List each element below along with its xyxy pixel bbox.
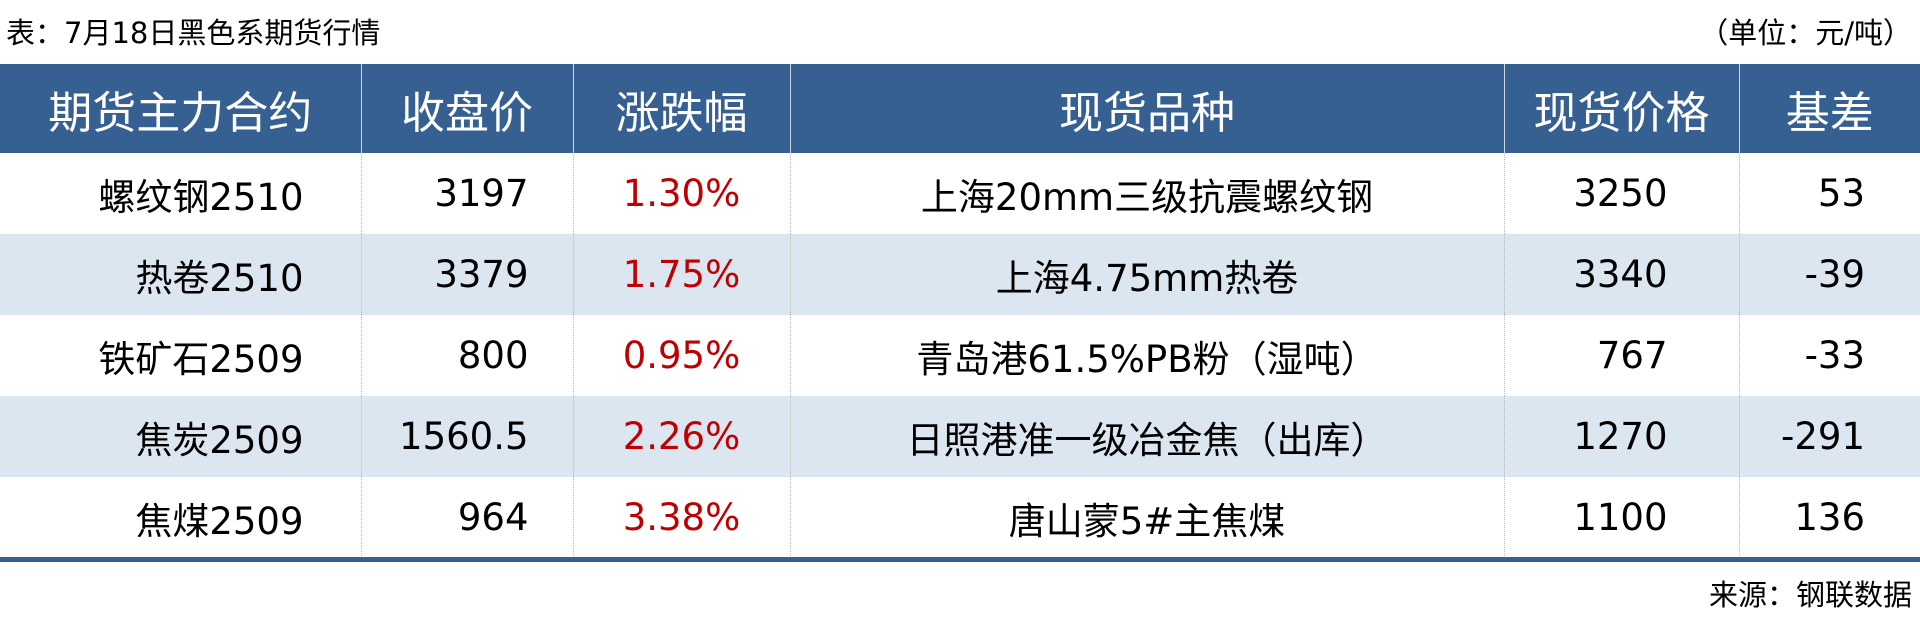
cell-contract: 焦煤2509 [135,499,304,543]
cell-close-price: 3379 [360,234,573,315]
cell-change: 1.30% [572,153,790,234]
table-row: 铁矿石2509 800 0.95% 青岛港61.5%PB粉（湿吨） 767 -33 [0,315,1920,396]
cell-change: 3.38% [572,477,790,558]
header-spot-variety: 现货品种 [789,64,1504,153]
cell-change: 2.26% [572,396,790,477]
cell-basis: -33 [1738,315,1920,396]
cell-contract: 铁矿石2509 [98,337,304,381]
cell-change: 1.75% [572,234,790,315]
cell-spot-variety: 上海20mm三级抗震螺纹钢 [789,153,1504,234]
cell-spot-variety: 上海4.75mm热卷 [789,234,1504,315]
table-row: 螺纹钢2510 3197 1.30% 上海20mm三级抗震螺纹钢 3250 53 [0,153,1920,234]
cell-close-price: 964 [360,477,573,558]
cell-close-price: 1560.5 [360,396,573,477]
cell-contract: 螺纹钢2510 [98,175,304,219]
header-spot-price: 现货价格 [1503,64,1739,153]
header-close: 收盘价 [360,64,573,153]
cell-basis: -39 [1738,234,1920,315]
cell-spot-price: 767 [1503,315,1739,396]
cell-spot-price: 1270 [1503,396,1739,477]
cell-spot-price: 1100 [1503,477,1739,558]
cell-contract: 焦炭2509 [0,396,361,477]
futures-table: 期货主力合约 收盘价 涨跌幅 现货品种 现货价格 基差 螺纹钢2510 3197 1… [0,64,1920,558]
cell-basis: 53 [1738,153,1920,234]
header-basis: 基差 [1738,64,1920,153]
header-row: 期货主力合约 收盘价 涨跌幅 现货品种 现货价格 基差 [0,64,1920,153]
source-note: 来源：钢联数据 [1708,578,1912,612]
cell-spot-price: 3340 [1503,234,1739,315]
cell-spot-variety: 唐山蒙5#主焦煤 [789,477,1504,558]
cell-close-price: 800 [360,315,573,396]
bottom-rule [0,557,1920,562]
cell-contract: 热卷2510 [0,234,361,315]
table-row: 热卷2510 3379 1.75% 上海4.75mm热卷 3340 -39 [0,234,1920,315]
cell-spot-price: 3250 [1503,153,1739,234]
cell-basis: 136 [1738,477,1920,558]
header-contract: 期货主力合约 [0,64,361,153]
table-row: 焦炭2509 1560.5 2.26% 日照港准一级冶金焦（出库） 1270 -291 [0,396,1920,477]
table-title: 表：7月18日黑色系期货行情 [6,16,381,50]
cell-spot-variety: 日照港准一级冶金焦（出库） [789,396,1504,477]
header-change: 涨跌幅 [572,64,790,153]
cell-spot-variety: 青岛港61.5%PB粉（湿吨） [789,315,1504,396]
cell-change: 0.95% [572,315,790,396]
unit-label: （单位：元/吨） [1699,16,1912,50]
table-row: 焦煤2509 964 3.38% 唐山蒙5#主焦煤 1100 136 [0,477,1920,558]
cell-close-price: 3197 [360,153,573,234]
cell-basis: -291 [1738,396,1920,477]
